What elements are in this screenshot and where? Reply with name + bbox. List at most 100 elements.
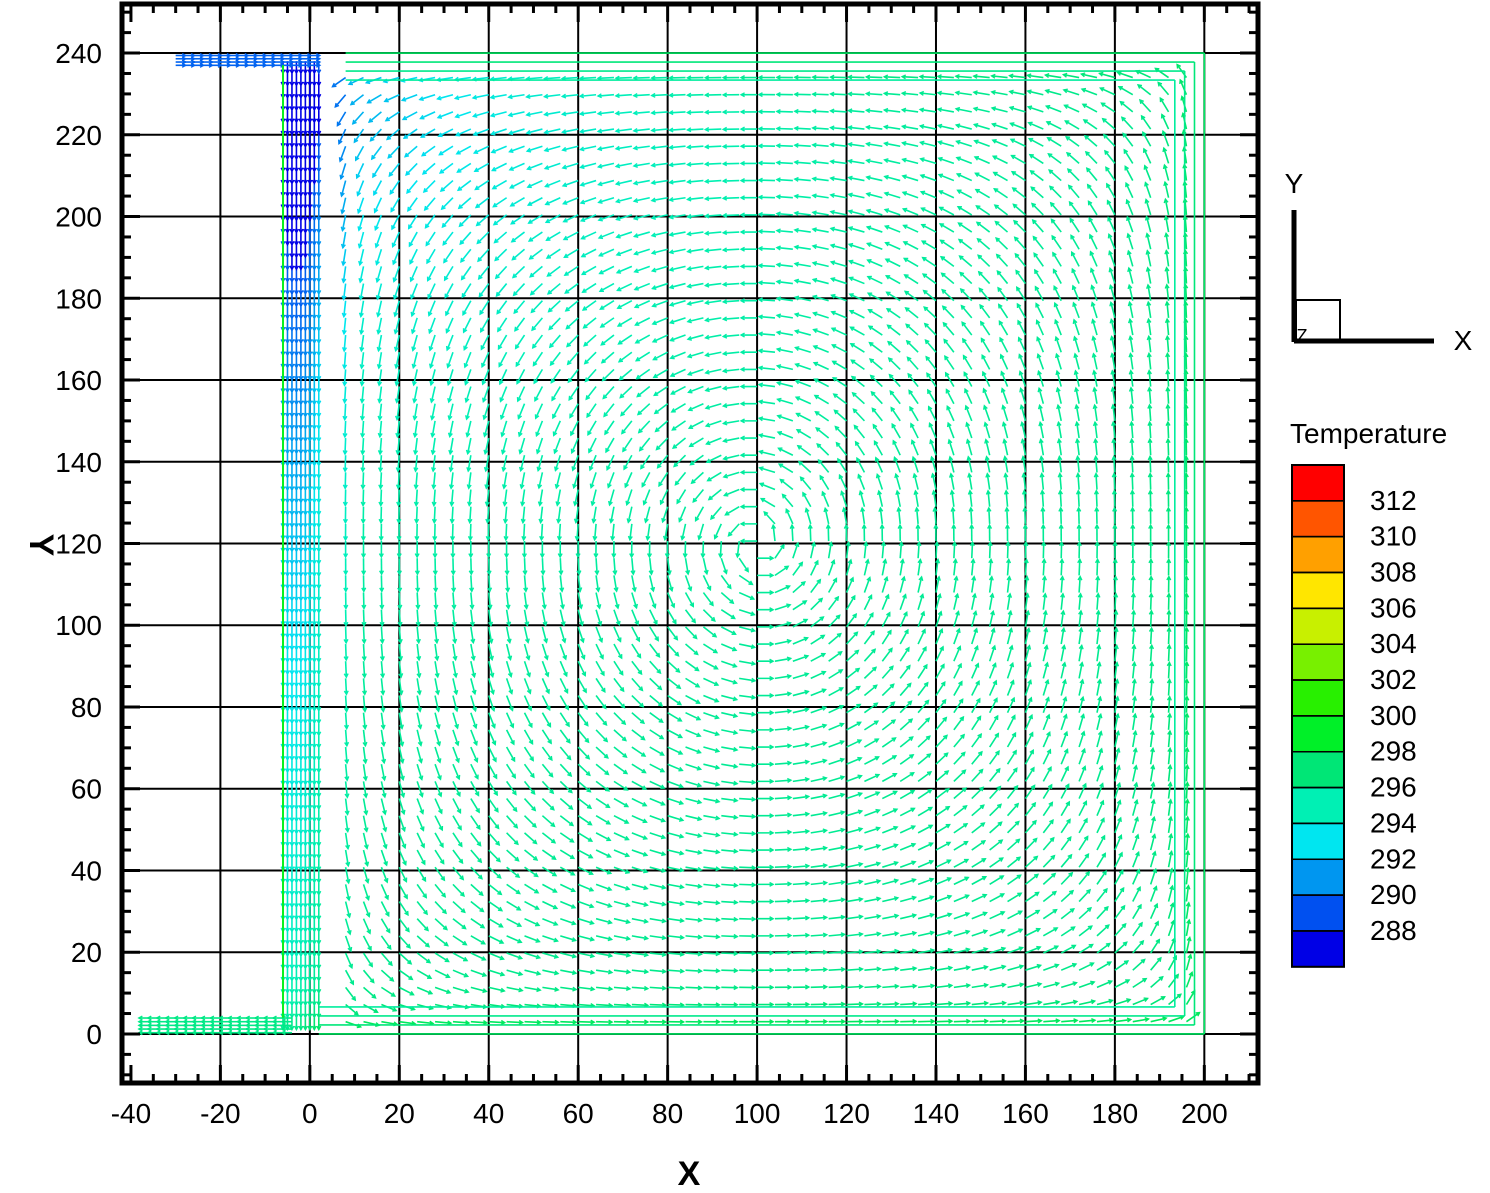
velocity-vector [423,180,436,193]
velocity-vector [1004,473,1009,490]
velocity-vector [1078,559,1081,576]
velocity-vector [614,145,621,151]
velocity-vector [855,685,861,691]
velocity-vector [846,915,863,920]
velocity-vector [387,145,400,159]
velocity-vector [624,852,631,858]
velocity-vector [668,214,674,220]
velocity-vector [714,714,720,720]
velocity-vector [1035,927,1042,933]
velocity-vector [521,535,527,542]
velocity-vector [638,420,651,434]
velocity-vector [501,466,507,473]
velocity-vector [414,437,418,455]
velocity-vector [769,1019,775,1025]
velocity-vector [464,351,472,368]
velocity-vector [1008,105,1015,111]
velocity-vector [769,830,775,836]
velocity-vector [510,214,525,225]
velocity-vector [922,289,928,295]
velocity-vector [703,797,720,803]
velocity-vector [591,518,597,524]
velocity-vector [690,479,696,485]
velocity-vector [360,501,366,508]
velocity-vector [875,861,882,867]
velocity-vector [1060,610,1065,627]
velocity-vector [394,334,401,351]
velocity-vector [524,1020,541,1024]
velocity-vector [777,447,783,452]
velocity-vector [985,456,991,473]
velocity-vector [537,501,543,507]
velocity-vector [397,455,401,472]
velocity-vector [982,388,991,405]
velocity-vector [704,404,711,410]
velocity-vector [460,275,466,281]
velocity-vector [705,128,722,131]
velocity-vector [625,952,632,958]
velocity-vector [1019,387,1025,393]
velocity-vector [1012,749,1017,755]
velocity-vector [667,694,682,706]
velocity-vector [361,587,367,593]
velocity-vector [619,368,633,381]
velocity-vector [822,932,829,938]
velocity-vector [479,300,490,315]
velocity-vector [994,220,1000,226]
velocity-vector [416,609,420,626]
velocity-vector [353,1010,360,1016]
velocity-vector [1024,802,1036,817]
velocity-vector [1126,1017,1133,1023]
velocity-vector [972,106,979,112]
velocity-vector [1096,748,1103,765]
velocity-vector [911,895,918,901]
velocity-vector [412,398,418,404]
velocity-vector [421,145,436,157]
velocity-vector [456,168,462,173]
velocity-vector [600,340,606,346]
velocity-vector [1069,218,1080,233]
velocity-vector [488,621,494,628]
velocity-vector [987,540,993,547]
velocity-vector [685,969,702,972]
velocity-vector [481,362,486,369]
velocity-vector [693,650,699,656]
velocity-vector [1018,928,1024,934]
velocity-vector [589,920,595,925]
velocity-vector [542,952,559,959]
velocity-vector [513,283,526,296]
velocity-vector [618,334,633,345]
velocity-vector [636,653,642,659]
velocity-vector [1000,928,1006,934]
velocity-vector [700,553,706,559]
velocity-vector [661,918,667,924]
velocity-vector [1012,187,1026,199]
velocity-vector [581,306,588,311]
velocity-vector [1060,926,1076,937]
velocity-vector [794,246,811,251]
velocity-vector [649,883,666,889]
velocity-vector [461,283,472,298]
velocity-vector [651,145,668,149]
velocity-vector [892,439,897,445]
velocity-vector [858,914,864,920]
velocity-vector [925,717,931,723]
velocity-vector [380,832,387,849]
velocity-vector [581,288,587,293]
velocity-vector [556,535,562,542]
velocity-vector [600,317,615,328]
velocity-vector [395,386,401,403]
velocity-vector [623,786,629,791]
velocity-vector [873,720,880,726]
velocity-vector [812,177,829,182]
velocity-vector [901,157,907,163]
velocity-vector [686,266,692,272]
velocity-vector [845,631,858,645]
velocity-vector [687,351,704,358]
velocity-vector [397,506,401,523]
velocity-vector [757,399,764,405]
velocity-vector [875,472,881,479]
velocity-vector [829,277,836,282]
velocity-vector [1036,352,1042,359]
velocity-vector [505,587,511,593]
